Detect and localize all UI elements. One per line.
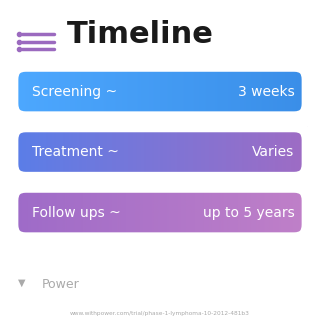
Text: Timeline: Timeline [67, 20, 214, 49]
Text: Power: Power [42, 278, 79, 291]
Text: Treatment ~: Treatment ~ [32, 145, 119, 159]
Text: 3 weeks: 3 weeks [238, 85, 294, 98]
Text: Follow ups ~: Follow ups ~ [32, 206, 121, 219]
Text: up to 5 years: up to 5 years [203, 206, 294, 219]
Text: ▼: ▼ [18, 278, 25, 288]
Text: Screening ~: Screening ~ [32, 85, 117, 98]
Text: www.withpower.com/trial/phase-1-lymphoma-10-2012-481b3: www.withpower.com/trial/phase-1-lymphoma… [70, 311, 250, 317]
Text: Varies: Varies [252, 145, 294, 159]
